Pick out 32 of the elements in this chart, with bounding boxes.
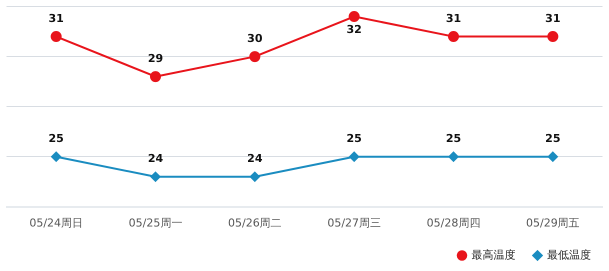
legend-label: 最高温度 <box>472 248 516 262</box>
x-tick-label: 05/27周三 <box>327 216 382 230</box>
x-tick-label: 05/26周二 <box>228 216 282 230</box>
point <box>448 31 459 42</box>
data-label: 24 <box>247 152 263 166</box>
point <box>448 152 458 162</box>
data-label: 25 <box>48 132 64 146</box>
data-label: 31 <box>446 12 462 25</box>
x-tick-label: 05/25周一 <box>128 216 182 230</box>
data-label: 30 <box>247 32 263 45</box>
point <box>150 71 161 82</box>
data-label: 32 <box>346 22 362 36</box>
point <box>348 11 360 22</box>
data-label: 31 <box>48 12 64 25</box>
data-label: 31 <box>545 12 560 25</box>
point <box>249 51 260 62</box>
data-label: 25 <box>446 132 462 146</box>
point <box>51 152 62 162</box>
point <box>250 172 260 182</box>
point <box>547 31 558 42</box>
point <box>50 31 62 42</box>
data-label: 25 <box>346 132 362 146</box>
data-label: 25 <box>545 132 560 146</box>
x-tick-label: 05/29周五 <box>526 216 580 230</box>
data-label: 24 <box>148 152 164 166</box>
x-tick-label: 05/24周日 <box>29 216 84 230</box>
point <box>349 152 360 162</box>
data-label: 29 <box>148 52 164 65</box>
x-tick-label: 05/28周四 <box>426 216 480 230</box>
point <box>548 152 558 162</box>
legend-label: 最低温度 <box>547 248 591 262</box>
point <box>150 172 160 182</box>
